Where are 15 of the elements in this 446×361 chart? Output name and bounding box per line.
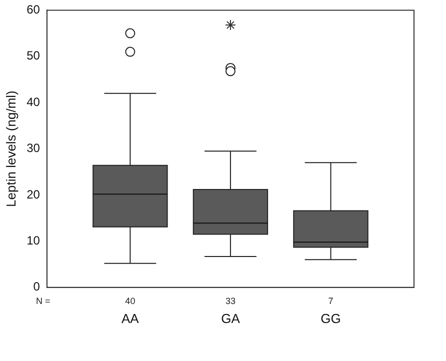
y-axis-title: Leptin levels (ng/ml): [3, 90, 18, 207]
y-tick-label: 40: [26, 94, 40, 109]
y-tick-label: 50: [26, 48, 40, 63]
y-tick-label: 10: [26, 234, 40, 248]
y-tick-label: 60: [26, 2, 40, 17]
x-tick-label: GG: [320, 310, 341, 326]
text: 40: [125, 296, 136, 306]
x-tick-label: AA: [122, 310, 140, 326]
y-tick-label: 20: [26, 187, 40, 202]
y-tick-label: 30: [26, 141, 40, 156]
text: 33: [225, 296, 236, 306]
y-tick-label: 0: [33, 280, 40, 294]
text: N =: [36, 296, 50, 306]
x-tick-label: GA: [221, 310, 240, 326]
text: 7: [328, 296, 334, 306]
